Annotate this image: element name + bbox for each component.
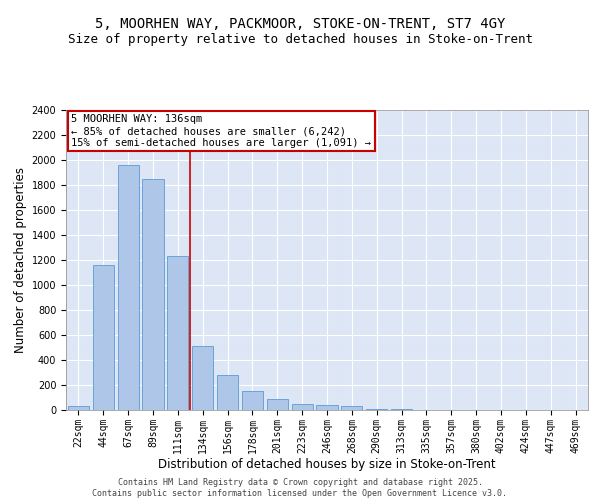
Bar <box>167 256 188 410</box>
Bar <box>341 406 362 410</box>
Text: Size of property relative to detached houses in Stoke-on-Trent: Size of property relative to detached ho… <box>67 32 533 46</box>
Bar <box>68 406 89 410</box>
Bar <box>267 399 288 410</box>
Text: 5 MOORHEN WAY: 136sqm
← 85% of detached houses are smaller (6,242)
15% of semi-d: 5 MOORHEN WAY: 136sqm ← 85% of detached … <box>71 114 371 148</box>
Bar <box>142 179 164 410</box>
Bar <box>366 409 387 410</box>
Text: Contains HM Land Registry data © Crown copyright and database right 2025.
Contai: Contains HM Land Registry data © Crown c… <box>92 478 508 498</box>
Bar <box>192 346 213 410</box>
Bar <box>242 390 263 410</box>
Y-axis label: Number of detached properties: Number of detached properties <box>14 167 28 353</box>
Bar <box>93 265 114 410</box>
Bar <box>217 375 238 410</box>
Text: 5, MOORHEN WAY, PACKMOOR, STOKE-ON-TRENT, ST7 4GY: 5, MOORHEN WAY, PACKMOOR, STOKE-ON-TRENT… <box>95 18 505 32</box>
X-axis label: Distribution of detached houses by size in Stoke-on-Trent: Distribution of detached houses by size … <box>158 458 496 471</box>
Bar <box>118 165 139 410</box>
Bar <box>316 405 338 410</box>
Bar <box>292 404 313 410</box>
